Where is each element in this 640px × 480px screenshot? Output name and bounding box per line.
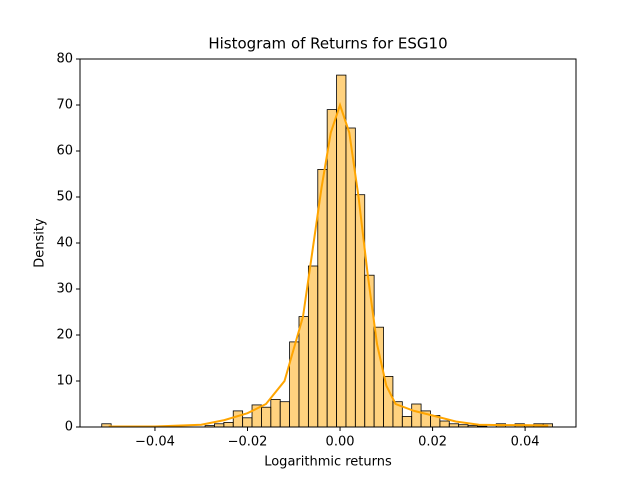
x-tick-label: −0.04 — [135, 435, 175, 450]
histogram-bar — [261, 406, 272, 428]
x-tick-label: 0.00 — [326, 435, 355, 450]
histogram-bar — [336, 74, 347, 428]
histogram-bar — [279, 401, 290, 428]
x-tick-label: −0.02 — [228, 435, 268, 450]
histogram-bar — [373, 326, 384, 428]
y-tick-label: 40 — [56, 236, 73, 251]
kde-line — [108, 101, 549, 428]
histogram-bar — [364, 274, 375, 428]
y-tick-label: 50 — [56, 190, 73, 205]
histogram-bar — [307, 265, 319, 428]
x-tick-label: 0.04 — [511, 435, 540, 450]
histogram-bar — [232, 410, 244, 428]
histogram-bar — [326, 109, 337, 428]
histogram-bar — [270, 398, 281, 428]
histogram-bar — [401, 416, 413, 428]
y-tick-label: 60 — [56, 144, 73, 159]
y-tick-label: 10 — [56, 374, 73, 389]
y-tick-label: 30 — [56, 282, 73, 297]
histogram-bar — [411, 403, 422, 428]
histogram-bar — [242, 417, 253, 428]
y-tick-label: 80 — [56, 52, 73, 67]
histogram-bar — [439, 420, 450, 428]
y-tick-label: 70 — [56, 98, 73, 113]
histogram-bar — [298, 316, 309, 428]
histogram-bar — [289, 341, 300, 428]
chart-title: Histogram of Returns for ESG10 — [208, 35, 447, 53]
y-tick-label: 0 — [65, 420, 73, 435]
y-tick-label: 20 — [56, 328, 73, 343]
x-tick-label: 0.02 — [418, 435, 447, 450]
histogram-bar — [345, 127, 356, 428]
y-axis-label: Density — [33, 218, 48, 268]
x-axis-label: Logarithmic returns — [264, 455, 392, 470]
histogram-bar — [223, 421, 234, 428]
